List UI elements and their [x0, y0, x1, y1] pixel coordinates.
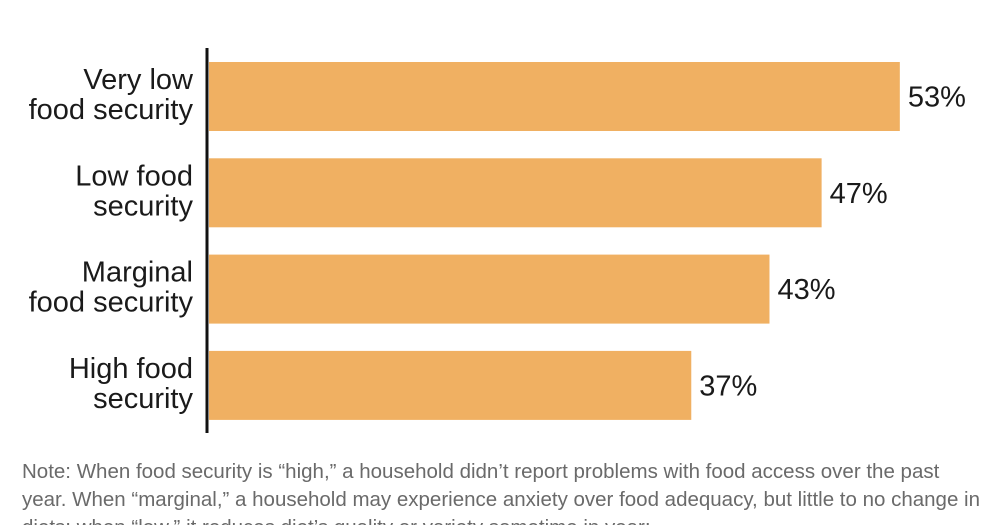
category-label-2-line-1: food security	[29, 287, 194, 319]
bar-2	[209, 254, 770, 324]
bar-0	[209, 62, 900, 131]
category-label-0-line-0: Very low	[83, 64, 194, 96]
chart-note: Note: When food security is “high,” a ho…	[22, 460, 980, 525]
category-label-3-line-1: security	[93, 383, 193, 415]
value-label-0: 53%	[908, 82, 966, 114]
bar-1	[209, 158, 822, 228]
category-label-1-line-1: security	[93, 190, 193, 222]
category-label-3-line-0: High food	[69, 353, 193, 385]
value-label-2: 43%	[777, 274, 835, 306]
category-label-2-line-0: Marginal	[82, 257, 193, 289]
bar-3	[209, 350, 692, 420]
category-label-1-line-0: Low food	[75, 160, 193, 192]
category-label-0-line-1: food security	[29, 94, 194, 126]
value-label-3: 37%	[699, 370, 757, 402]
bars-layer	[209, 62, 900, 420]
value-label-1: 47%	[830, 178, 888, 210]
